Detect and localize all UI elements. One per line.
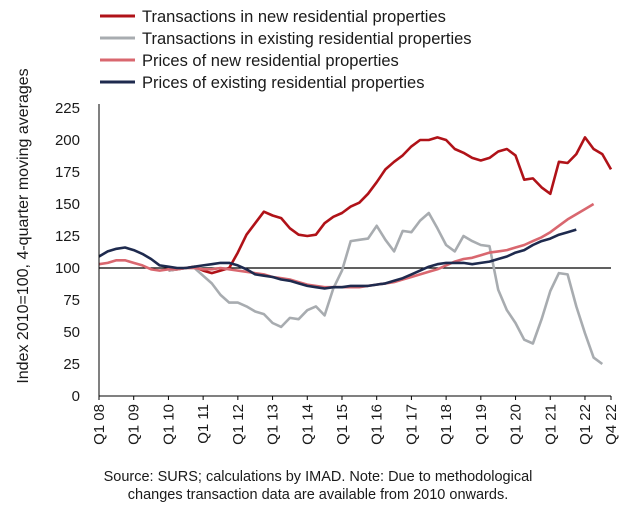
series-layer [98, 136, 613, 366]
y-tick-label: 25 [63, 356, 80, 373]
x-tick-label: Q4 22 [603, 404, 620, 445]
y-axis-label: Index 2010=100, 4-quarter moving average… [15, 68, 32, 383]
x-tick-label: Q1 08 [91, 404, 108, 445]
x-tick-label: Q1 13 [265, 404, 282, 445]
x-tick-labels: Q1 08 Q1 09 Q1 10 Q1 11 Q1 12 Q1 13 Q1 14 Q1 15… [91, 396, 620, 445]
x-tick-label: Q1 22 [577, 404, 594, 445]
y-tick-label: 75 [63, 292, 80, 309]
series-line-2 [168, 211, 604, 366]
y-tick-label: 150 [55, 196, 80, 213]
series-line-3 [98, 202, 595, 289]
y-tick-label: 225 [55, 100, 80, 117]
legend-label-1: Transactions in new residential properti… [142, 8, 446, 26]
source-note-line-1: Source: SURS; calculations by IMAD. Note… [103, 469, 533, 485]
x-tick-label: Q1 15 [334, 404, 351, 445]
x-tick-label: Q1 11 [195, 404, 212, 444]
legend: Transactions in new residential properti… [100, 8, 472, 92]
y-tick-label: 125 [55, 228, 80, 245]
axes [98, 104, 611, 397]
x-tick-label: Q1 21 [542, 404, 559, 445]
y-tick-label: 50 [63, 324, 80, 341]
x-tick-label: Q1 09 [126, 404, 143, 445]
x-tick-label: Q1 10 [160, 404, 177, 445]
x-tick-label: Q1 20 [508, 404, 525, 445]
series-line-4 [98, 228, 577, 290]
y-tick-label: 200 [55, 132, 80, 149]
x-tick-label: Q1 16 [369, 404, 386, 445]
y-tick-label: 175 [55, 164, 80, 181]
legend-label-4: Prices of existing residential propertie… [142, 74, 424, 92]
source-note-line-2: changes transaction data are available f… [127, 487, 509, 503]
legend-label-2: Transactions in existing residential pro… [142, 30, 472, 48]
x-tick-label: Q1 14 [299, 404, 316, 445]
x-tick-label: Q1 17 [403, 404, 420, 445]
y-tick-label: 0 [72, 388, 80, 405]
x-tick-label: Q1 18 [438, 404, 455, 445]
series-line-1 [168, 136, 613, 275]
legend-label-3: Prices of new residential properties [142, 52, 399, 70]
x-tick-label: Q1 12 [230, 404, 247, 445]
y-tick-labels: 0 25 50 75 100 125 150 175 200 225 [55, 100, 80, 405]
x-tick-label: Q1 19 [473, 404, 490, 445]
y-tick-label: 100 [55, 260, 80, 277]
